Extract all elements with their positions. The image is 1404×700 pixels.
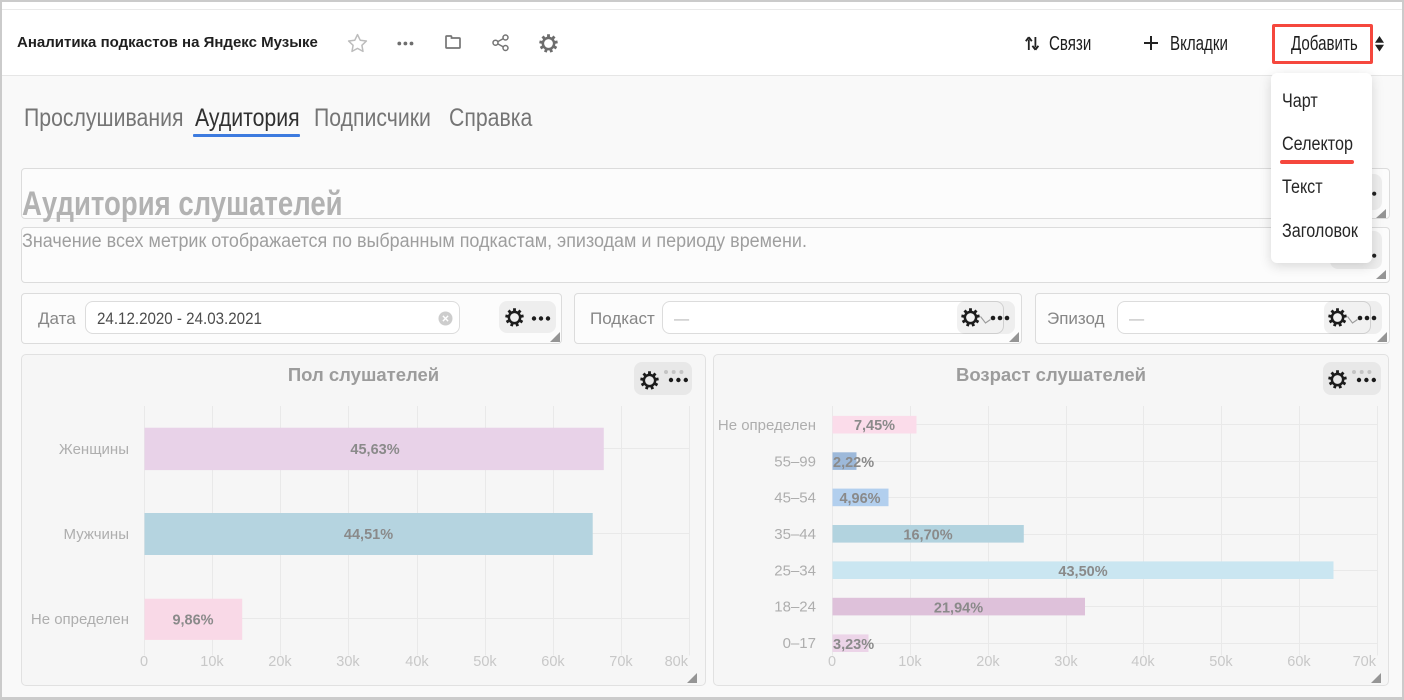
svg-text:43,50%: 43,50% (1058, 564, 1107, 580)
svg-text:Мужчины: Мужчины (64, 526, 129, 543)
svg-text:45,63%: 45,63% (350, 442, 399, 458)
svg-text:40k: 40k (405, 654, 429, 670)
svg-text:18–24: 18–24 (774, 599, 816, 616)
svg-text:2,22%: 2,22% (833, 455, 874, 471)
svg-text:20k: 20k (268, 654, 292, 670)
svg-text:Не определен: Не определен (718, 417, 816, 434)
svg-text:50k: 50k (1209, 654, 1233, 670)
svg-text:21,94%: 21,94% (934, 601, 983, 617)
svg-text:Не определен: Не определен (31, 611, 129, 628)
svg-text:30k: 30k (336, 654, 360, 670)
svg-text:0–17: 0–17 (783, 635, 816, 652)
svg-text:60k: 60k (1287, 654, 1311, 670)
svg-text:4,96%: 4,96% (839, 491, 880, 507)
svg-text:60k: 60k (541, 654, 565, 670)
svg-text:16,70%: 16,70% (903, 528, 952, 544)
svg-text:70k: 70k (1353, 654, 1377, 670)
svg-text:20k: 20k (976, 654, 1000, 670)
svg-text:10k: 10k (200, 654, 224, 670)
svg-text:55–99: 55–99 (774, 454, 816, 471)
svg-text:7,45%: 7,45% (854, 418, 895, 434)
svg-text:9,86%: 9,86% (172, 613, 213, 629)
svg-text:0: 0 (140, 654, 148, 670)
svg-text:0: 0 (828, 654, 836, 670)
svg-text:10k: 10k (898, 654, 922, 670)
svg-text:50k: 50k (473, 654, 497, 670)
svg-text:45–54: 45–54 (774, 490, 816, 507)
svg-text:44,51%: 44,51% (344, 527, 393, 543)
svg-text:3,23%: 3,23% (833, 637, 874, 653)
svg-text:35–44: 35–44 (774, 526, 816, 543)
svg-text:Женщины: Женщины (59, 441, 129, 458)
svg-text:25–34: 25–34 (774, 563, 816, 580)
svg-text:40k: 40k (1131, 654, 1155, 670)
svg-text:70k: 70k (609, 654, 633, 670)
svg-text:80k: 80k (665, 654, 689, 670)
svg-text:30k: 30k (1054, 654, 1078, 670)
